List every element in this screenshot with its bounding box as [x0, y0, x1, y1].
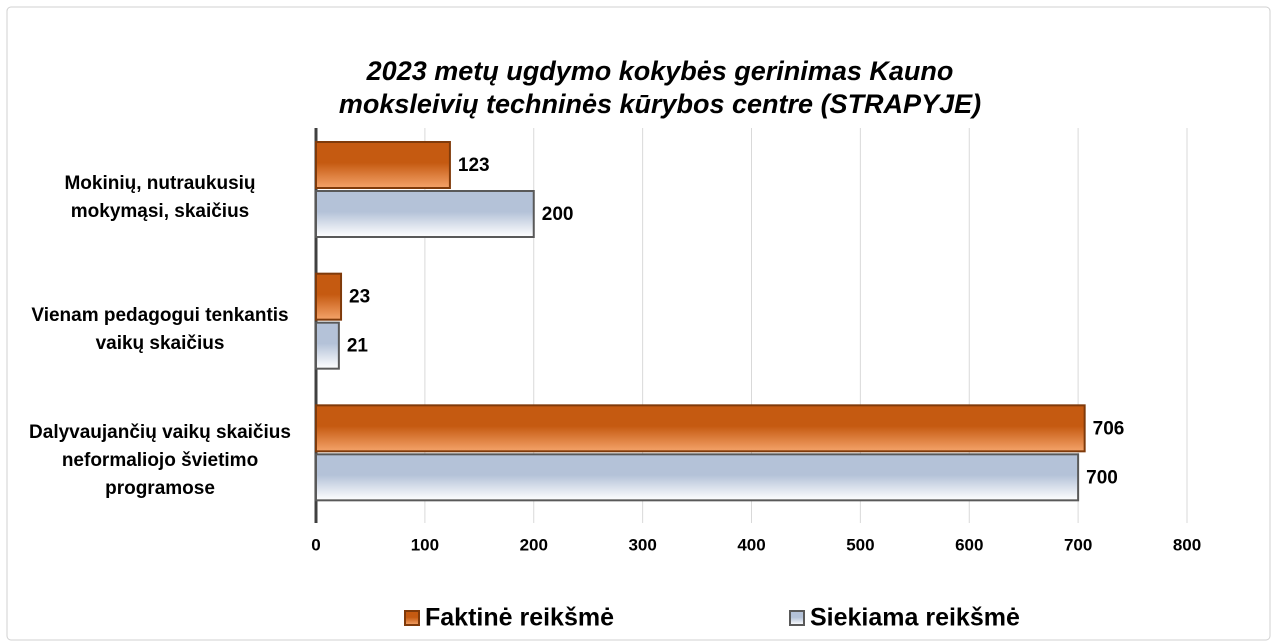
bar	[315, 141, 451, 189]
legend-swatch	[404, 610, 420, 626]
x-tick-label: 400	[737, 535, 765, 554]
bar	[315, 404, 1086, 453]
bar	[315, 272, 343, 321]
y-tick-label: Mokinių, nutraukusių mokymąsi, skaičius	[64, 172, 256, 222]
y-tick-label: Vienam pedagogui tenkantis vaikų skaičiu…	[31, 304, 289, 354]
x-tick-label: 200	[520, 535, 548, 554]
x-tick-label: 800	[1173, 535, 1201, 554]
bar	[315, 453, 1080, 502]
x-tick-label: 600	[955, 535, 983, 554]
bar	[315, 321, 340, 370]
legend-label: Siekiama reikšmė	[810, 604, 1020, 632]
x-tick-label: 500	[846, 535, 874, 554]
data-label: 21	[347, 336, 369, 357]
x-tick-label: 0	[311, 535, 320, 554]
y-tick-label: Dalyvaujančių vaikų skaičius neformalioj…	[29, 422, 291, 500]
data-label: 123	[458, 155, 490, 176]
data-label: 200	[542, 204, 574, 225]
data-label: 706	[1093, 418, 1125, 439]
legend-label: Faktinė reikšmė	[425, 604, 614, 632]
chart-title: 2023 metų ugdymo kokybės gerinimas Kauno…	[338, 56, 982, 119]
x-tick-label: 700	[1064, 535, 1092, 554]
data-label: 23	[349, 287, 370, 308]
bar	[315, 190, 535, 238]
data-label: 700	[1086, 467, 1118, 488]
legend-swatch	[789, 610, 805, 626]
x-tick-label: 300	[628, 535, 656, 554]
x-tick-label: 100	[411, 535, 439, 554]
